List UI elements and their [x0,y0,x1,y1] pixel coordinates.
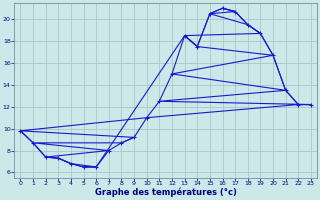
X-axis label: Graphe des températures (°c): Graphe des températures (°c) [95,188,236,197]
